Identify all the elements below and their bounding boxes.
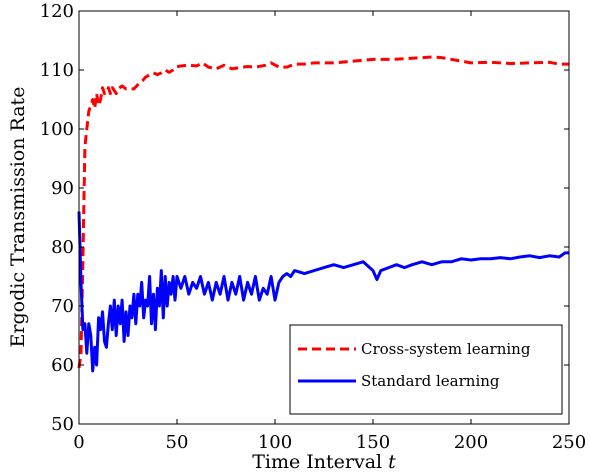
x-tick-label: 50 (166, 432, 189, 453)
y-tick-label: 100 (40, 119, 74, 140)
x-tick-label: 200 (454, 432, 488, 453)
series-line-standard (77, 211, 569, 373)
y-tick-label: 60 (51, 355, 74, 376)
x-tick-label: 150 (356, 432, 390, 453)
y-tick-label: 80 (51, 237, 74, 258)
legend-box (289, 324, 563, 415)
y-axis-title: Ergodic Transmission Rate (7, 87, 29, 348)
y-tick-label: 110 (40, 60, 74, 81)
series-layer (77, 55, 569, 373)
legend-label-cross-system: Cross-system learning (361, 340, 531, 358)
y-tick-label: 90 (51, 178, 74, 199)
x-tick-label: 250 (552, 432, 586, 453)
plot-frame (78, 10, 570, 425)
y-tick-label: 70 (51, 296, 74, 317)
legend-label-standard: Standard learning (361, 372, 500, 390)
y-tick-label: 50 (51, 414, 74, 435)
series-line-cross-system (77, 55, 569, 369)
y-tick-label: 120 (40, 1, 74, 22)
x-tick-label: 0 (73, 432, 84, 453)
legend: Cross-system learning Standard learning (289, 324, 563, 415)
x-tick-label: 100 (258, 432, 292, 453)
x-axis-title: Time Interval t (252, 451, 396, 473)
